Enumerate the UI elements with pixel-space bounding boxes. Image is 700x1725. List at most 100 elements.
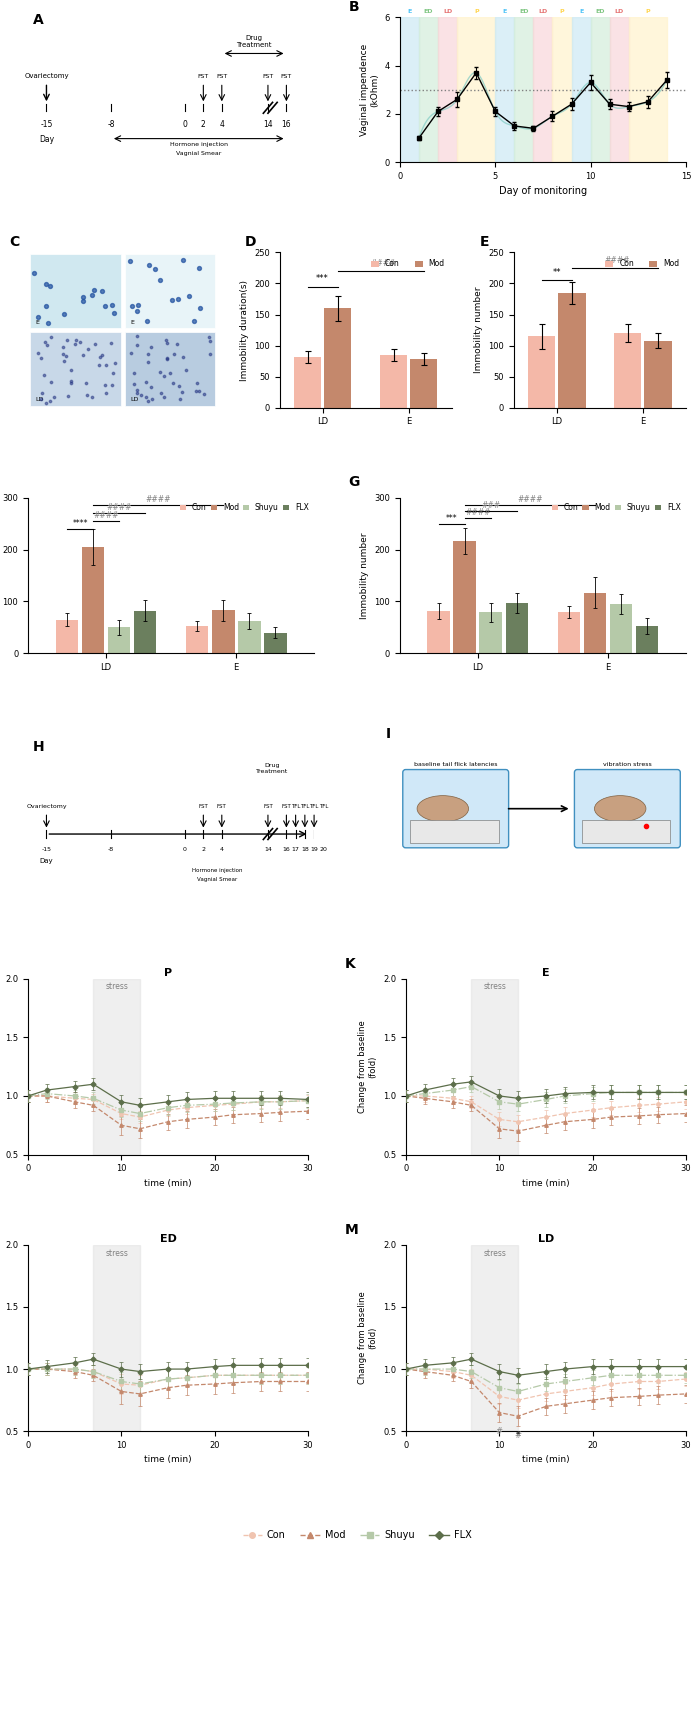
Text: 2: 2 [202, 847, 205, 852]
Bar [471, 1245, 518, 1432]
Point [158, 362, 169, 390]
Text: FST: FST [281, 74, 292, 79]
FancyBboxPatch shape [30, 331, 121, 405]
Point [181, 357, 192, 385]
Point [70, 326, 81, 354]
Bar [400, 17, 419, 162]
Point [127, 292, 138, 319]
Point [107, 371, 118, 398]
Text: C: C [9, 235, 20, 248]
Legend: Con, Mod, Shuyu, FLX: Con, Mod, Shuyu, FLX [239, 1527, 475, 1544]
Text: ***: *** [446, 514, 458, 523]
Text: I: I [386, 726, 391, 740]
Point [39, 328, 50, 355]
Text: 2: 2 [201, 121, 206, 129]
Bar [237, 621, 260, 654]
Text: FST: FST [281, 804, 291, 809]
Point [110, 350, 121, 378]
Point [174, 373, 185, 400]
Text: #: # [496, 1428, 503, 1437]
Point [167, 286, 178, 314]
Point [65, 357, 76, 385]
Point [124, 247, 135, 274]
Point [86, 383, 97, 411]
Point [131, 376, 142, 404]
Point [149, 255, 160, 283]
Y-axis label: Vaginal impendence
(kOhm): Vaginal impendence (kOhm) [360, 43, 379, 136]
Point [143, 388, 154, 416]
Point [155, 267, 166, 295]
Legend: Con, Mod: Con, Mod [603, 257, 682, 271]
Text: LD: LD [538, 9, 547, 14]
X-axis label: time (min): time (min) [144, 1178, 192, 1189]
Text: ####: #### [517, 495, 542, 504]
Bar [419, 17, 438, 162]
Point [126, 340, 137, 367]
Text: baseline tail flick latencies: baseline tail flick latencies [414, 762, 498, 766]
Bar [505, 604, 528, 654]
Text: M: M [344, 1223, 358, 1237]
FancyBboxPatch shape [582, 821, 671, 844]
Text: FST: FST [199, 804, 208, 809]
Text: Vagnial Smear: Vagnial Smear [197, 876, 237, 881]
Text: ####: #### [93, 511, 119, 521]
Bar [559, 293, 585, 407]
Bar [108, 628, 130, 654]
Point [142, 307, 153, 335]
Point [177, 247, 188, 274]
Bar [533, 17, 552, 162]
Point [131, 380, 142, 407]
Text: **: ** [553, 269, 561, 278]
Point [86, 281, 97, 309]
Bar [496, 17, 514, 162]
Bar [93, 978, 140, 1154]
Point [167, 369, 178, 397]
Text: FST: FST [263, 804, 273, 809]
Point [132, 297, 143, 324]
Text: ED: ED [519, 9, 528, 14]
Title: E: E [542, 968, 550, 978]
Point [199, 381, 210, 409]
Point [38, 361, 50, 388]
Bar [572, 17, 591, 162]
Point [97, 342, 108, 369]
Bar [93, 1245, 140, 1432]
Text: K: K [344, 957, 355, 971]
Text: stress: stress [483, 1249, 506, 1258]
Title: ED: ED [160, 1233, 176, 1244]
Text: 4: 4 [219, 121, 224, 129]
Point [63, 383, 74, 411]
Text: FST: FST [262, 74, 274, 79]
Text: ED: ED [424, 9, 433, 14]
Point [190, 378, 201, 405]
Text: 0: 0 [183, 121, 188, 129]
Point [155, 380, 167, 407]
Y-axis label: Immobility duration(s): Immobility duration(s) [239, 279, 248, 381]
Text: ****: **** [72, 519, 88, 528]
Point [41, 331, 52, 359]
Text: LD: LD [36, 397, 44, 402]
Text: E: E [407, 9, 412, 14]
Point [32, 340, 43, 367]
Text: D: D [245, 235, 257, 248]
Point [80, 369, 92, 397]
Bar [264, 633, 286, 654]
Y-axis label: Immobility number: Immobility number [360, 533, 369, 619]
X-axis label: Day of monitoring: Day of monitoring [499, 186, 587, 197]
Point [41, 388, 52, 416]
Point [192, 369, 203, 397]
Text: Vagnial Smear: Vagnial Smear [176, 152, 221, 157]
Point [141, 367, 152, 395]
Text: Ovariectomy: Ovariectomy [24, 72, 69, 79]
Text: 4: 4 [220, 847, 224, 852]
Point [100, 352, 111, 380]
Bar [410, 359, 438, 407]
Text: B: B [349, 0, 359, 14]
Point [143, 348, 154, 376]
Point [60, 342, 71, 369]
Text: -8: -8 [108, 847, 114, 852]
Text: TFL: TFL [291, 804, 300, 809]
Bar [294, 357, 321, 407]
Text: Drug
Treatment: Drug Treatment [237, 34, 272, 48]
Point [46, 323, 57, 350]
